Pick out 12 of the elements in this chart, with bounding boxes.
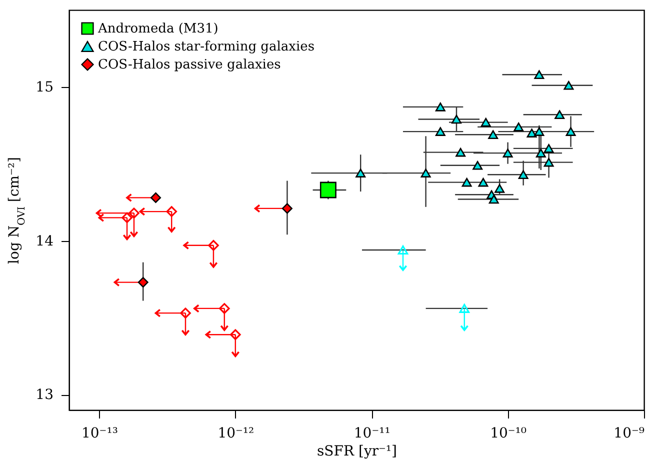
y-tick-label: 15 [36, 79, 54, 96]
y-tick-label: 13 [36, 387, 54, 404]
x-tick-label: 10⁻¹³ [81, 426, 118, 442]
legend-label: COS-Halos passive galaxies [98, 58, 281, 72]
x-tick-label: 10⁻⁹ [614, 426, 645, 442]
x-tick-label: 10⁻¹⁰ [490, 426, 527, 442]
legend-label: Andromeda (M31) [97, 22, 218, 36]
y-tick-label: 14 [36, 233, 54, 250]
legend-label: COS-Halos star-forming galaxies [98, 40, 315, 54]
x-tick-label: 10⁻¹² [218, 426, 254, 442]
x-axis-title: sSFR [yr⁻¹] [316, 444, 398, 460]
x-tick-label: 10⁻¹¹ [354, 426, 390, 442]
